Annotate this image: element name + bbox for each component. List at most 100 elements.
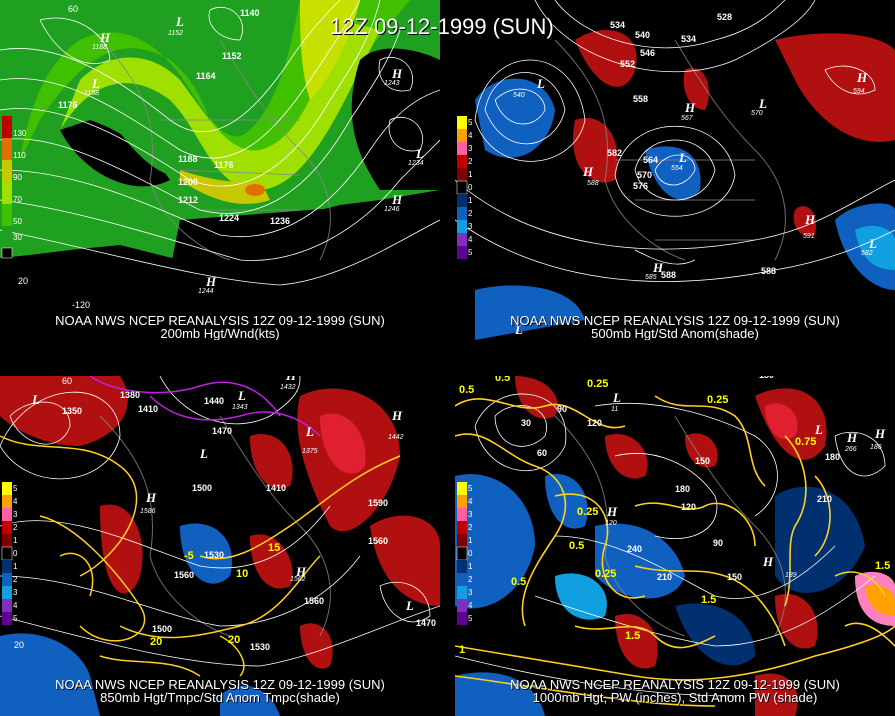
main-title: 12Z 09-12-1999 (SUN)	[330, 14, 554, 39]
center-marker: L	[869, 236, 877, 251]
center-value: 1234	[408, 160, 424, 167]
contour-label: 150	[727, 572, 743, 582]
legend-label: 3	[13, 588, 18, 597]
contour-label: 1200	[178, 177, 199, 187]
legend-label: 70	[13, 195, 22, 204]
legend-label: 4	[468, 235, 473, 244]
contour-label: 564	[643, 155, 659, 165]
legend-500mb-swatches	[456, 116, 468, 259]
axis-label: 20	[18, 276, 29, 286]
center-value: 1188	[92, 44, 108, 51]
contour-label: 180	[825, 452, 841, 462]
center-marker: L	[92, 76, 100, 91]
center-value: 1188	[84, 90, 100, 97]
legend-label: 3	[13, 510, 18, 519]
contour-label: 1140	[240, 8, 260, 18]
center-marker: L	[32, 392, 40, 407]
center-value: 1442	[388, 434, 404, 441]
center-marker: H	[653, 260, 664, 275]
center-marker: L	[679, 150, 687, 165]
center-value: 120	[605, 520, 617, 527]
legend-label: 4	[468, 497, 473, 506]
center-value: 1432	[280, 384, 296, 391]
panel-500mb: 5 4 3 2 1 0 1 2 3 4 5 528 534 540 546 55…	[455, 0, 895, 340]
pw-label: 0.25	[587, 378, 609, 390]
panel-caption-field: 850mb Hgt/Tmpc/Std Anom Tmpc(shade)	[100, 690, 340, 705]
center-marker: H	[146, 490, 157, 505]
contour-label: 582	[607, 148, 623, 158]
center-value: 266	[845, 446, 857, 453]
center-value: 554	[671, 165, 683, 172]
legend-label: 5	[468, 484, 473, 493]
legend-label: 90	[13, 173, 22, 182]
contour-label: 546	[640, 48, 656, 58]
contour-label: 1236	[270, 216, 291, 226]
axis-label: -120	[72, 300, 91, 310]
center-value: 1586	[140, 508, 156, 515]
contour-label: 576	[633, 181, 649, 191]
legend-label: 130	[13, 129, 27, 138]
center-marker: H	[392, 408, 403, 423]
legend-label: 0	[13, 549, 18, 558]
contour-label: 120	[681, 502, 697, 512]
legend-label: 4	[468, 131, 473, 140]
center-marker: L	[537, 76, 545, 91]
contour-label: 570	[637, 170, 653, 180]
legend-label: 4	[468, 601, 473, 610]
panel-caption-field: 500mb Hgt/Std Anom(shade)	[591, 326, 759, 340]
center-value: 540	[513, 92, 525, 99]
panel-1000mb: 5 4 3 2 1 0 1 2 3 4 5 180 60 90 120 150 …	[455, 376, 895, 716]
legend-1000mb-swatches	[456, 482, 468, 625]
contour-label: 1590	[368, 498, 389, 508]
map-1000mb-graphic	[455, 376, 895, 716]
panel-caption-source: NOAA NWS NCEP REANALYSIS 12Z 09-12-1999 …	[55, 677, 385, 692]
center-value: 570	[751, 110, 763, 117]
center-value: 1343	[232, 404, 248, 411]
center-marker: H	[583, 164, 594, 179]
center-marker: H	[392, 192, 403, 207]
center-value: 1246	[384, 206, 400, 213]
pw-label: 0.5	[511, 576, 527, 588]
contour-label: 558	[633, 94, 649, 104]
center-marker: L	[815, 422, 823, 437]
legend-label: 2	[468, 523, 473, 532]
panel-caption-source: NOAA NWS NCEP REANALYSIS 12Z 09-12-1999 …	[510, 313, 840, 328]
contour-label: 534	[681, 34, 697, 44]
contour-label: 180	[675, 484, 691, 494]
contour-label: 90	[713, 538, 724, 548]
center-marker: L	[613, 390, 621, 405]
panel-caption-source: NOAA NWS NCEP REANALYSIS 12Z 09-12-1999 …	[510, 677, 840, 692]
center-value: 11	[611, 406, 619, 413]
contour-label: 1410	[266, 483, 287, 493]
contour-label: 1560	[174, 570, 195, 580]
contour-label: 180	[759, 376, 774, 380]
map-850mb-graphic	[0, 376, 440, 716]
center-value: 186	[870, 444, 882, 451]
contour-label: 60	[537, 448, 548, 458]
legend-850mb-swatches	[1, 482, 13, 625]
center-marker: L	[406, 598, 414, 613]
center-marker: H	[847, 430, 858, 445]
temp-label: 20	[228, 634, 241, 646]
contour-label: 240	[627, 544, 643, 554]
center-marker: H	[286, 376, 296, 384]
center-value: 1152	[168, 30, 184, 37]
legend-label: 3	[468, 588, 473, 597]
center-marker: L	[306, 424, 314, 439]
contour-label: 210	[657, 572, 673, 582]
legend-label: 3	[468, 144, 473, 153]
center-value: 591	[803, 233, 815, 240]
contour-label: 1530	[250, 642, 271, 652]
legend-label: 3	[468, 222, 473, 231]
pw-label: 1.5	[701, 594, 717, 606]
center-marker: H	[206, 274, 217, 289]
map-500mb-graphic	[455, 0, 895, 340]
legend-label: 2	[13, 523, 18, 532]
center-marker: L	[515, 322, 523, 337]
contour-label: 1350	[62, 406, 83, 416]
pw-label: 0.5	[459, 384, 475, 396]
pw-label: 1.5	[625, 630, 641, 642]
center-marker: H	[100, 30, 111, 45]
center-marker: H	[805, 212, 816, 227]
legend-label: 4	[13, 601, 18, 610]
